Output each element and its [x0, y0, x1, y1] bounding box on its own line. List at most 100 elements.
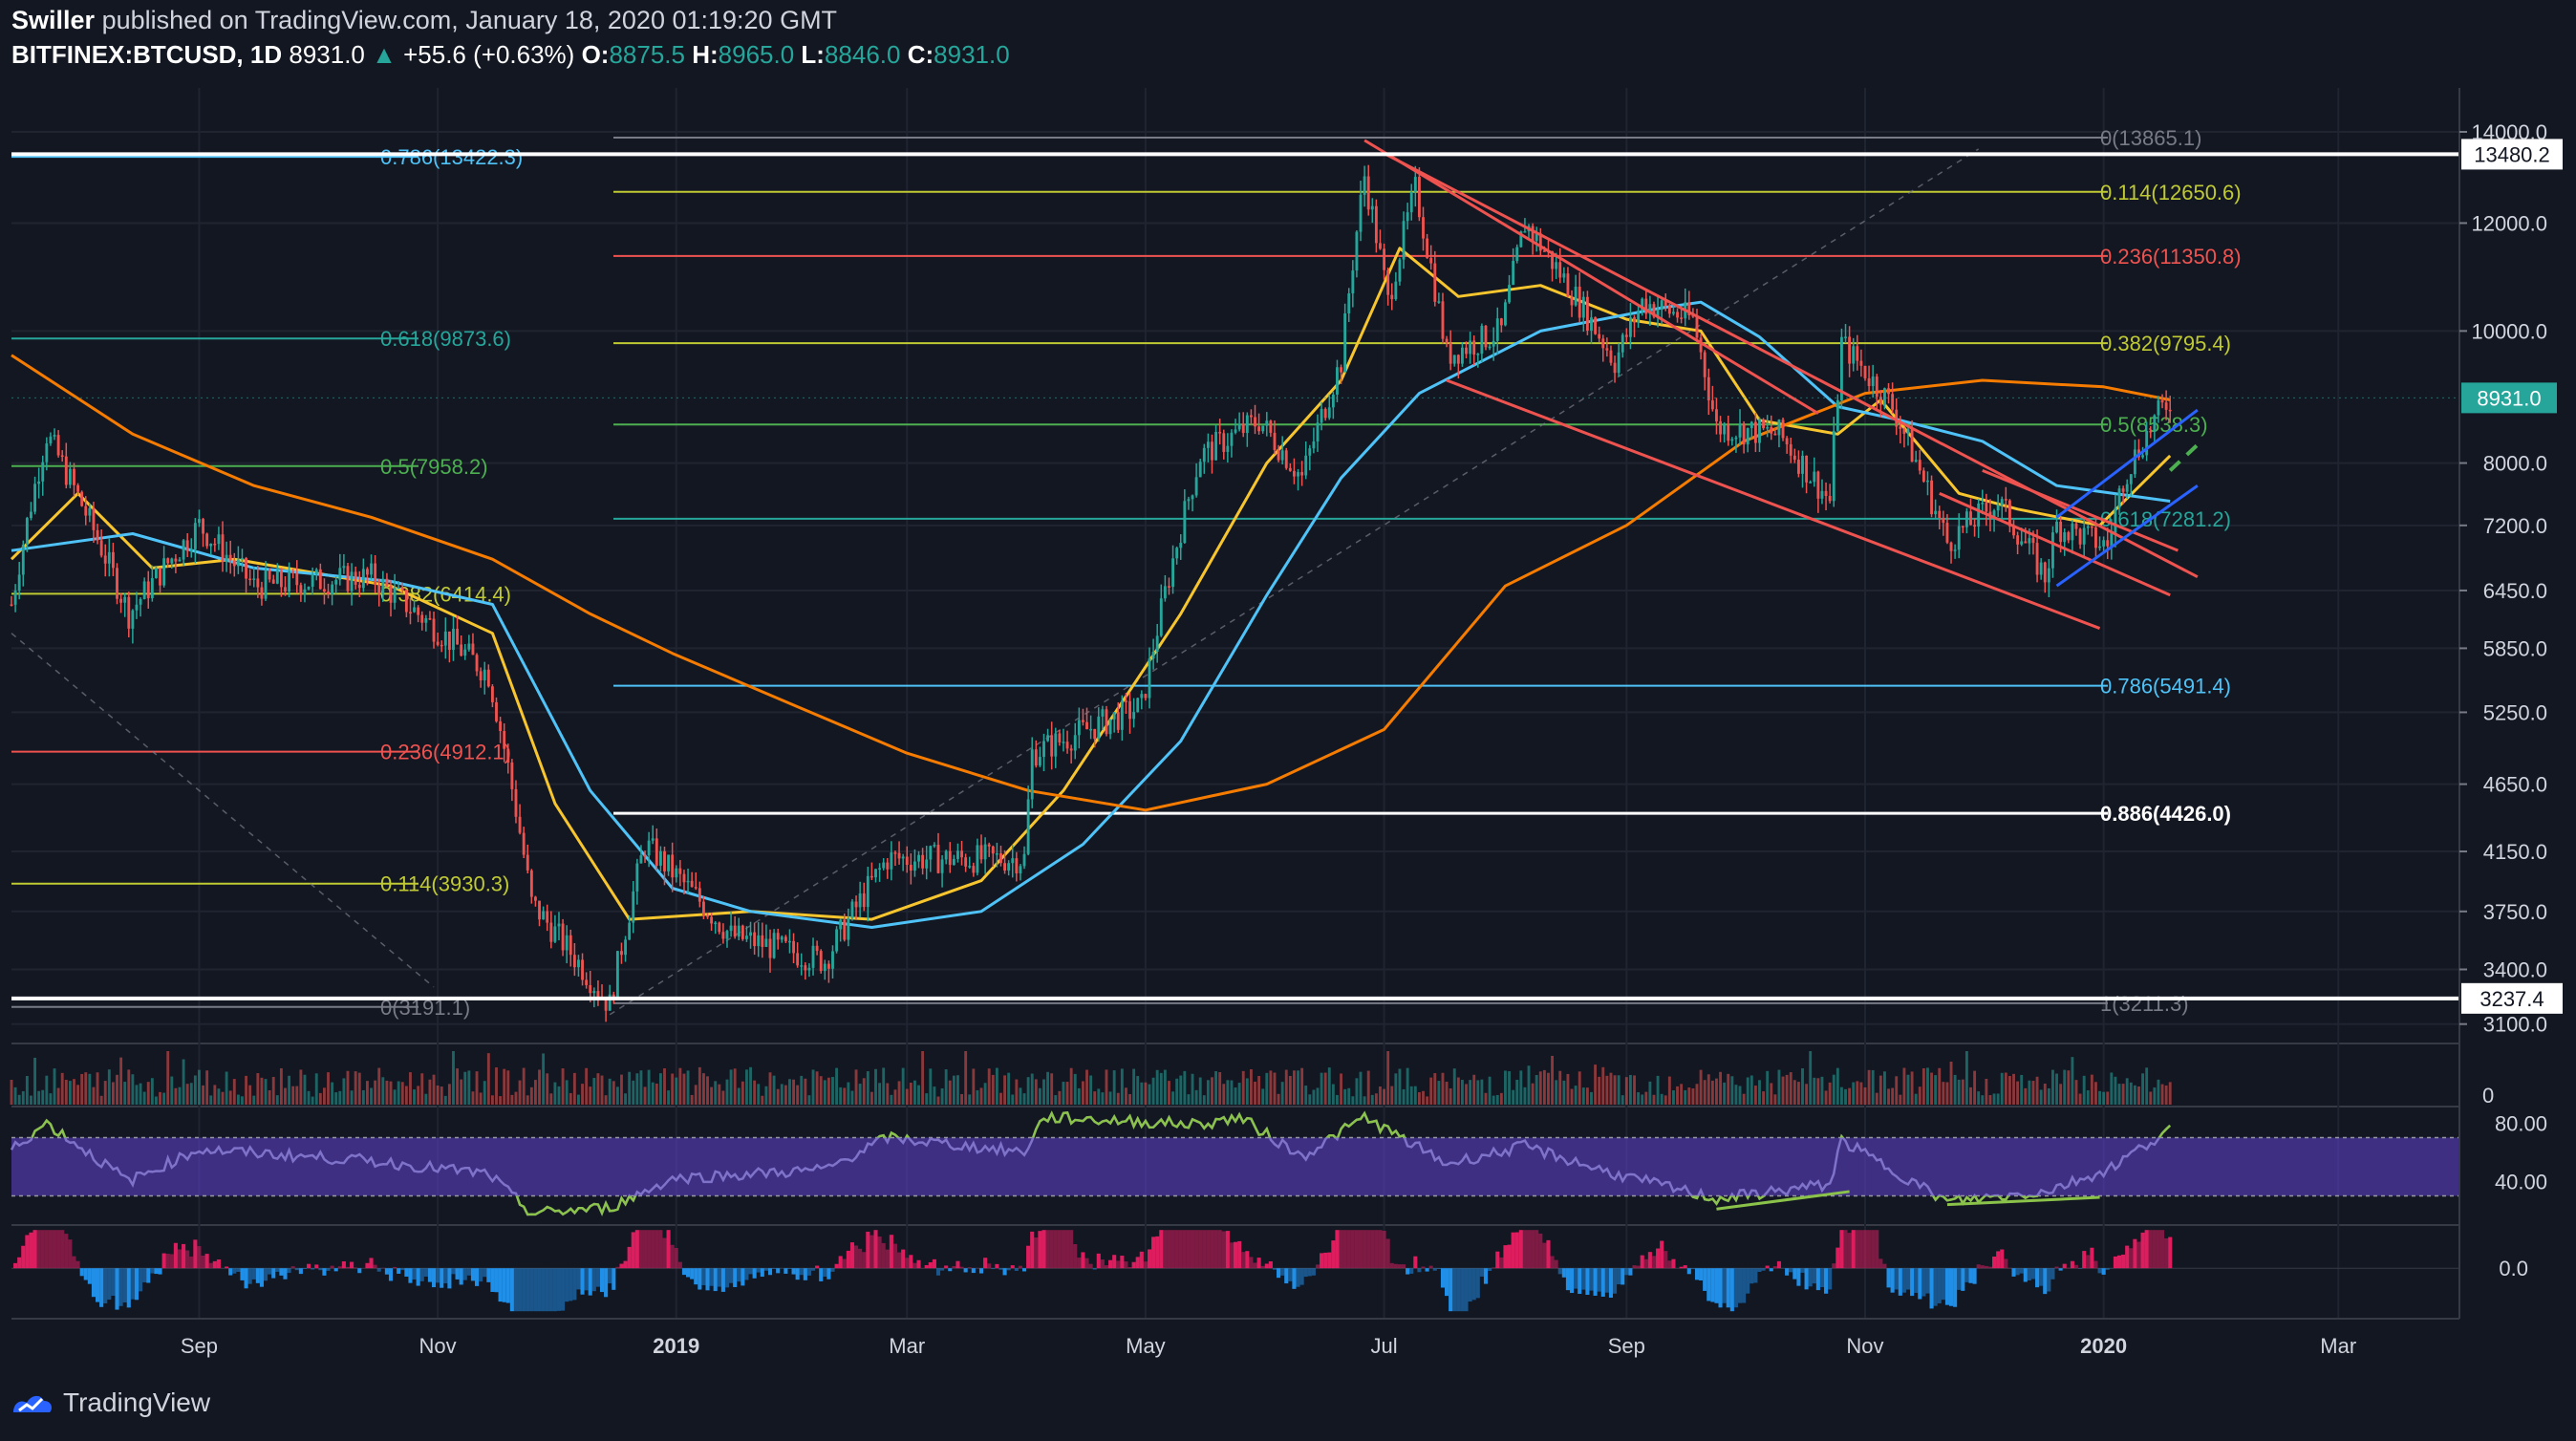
macd-bar	[2011, 1268, 2016, 1277]
volume-bar	[1062, 1082, 1065, 1105]
candle-body	[1777, 419, 1781, 436]
volume-bar	[139, 1083, 142, 1105]
candle-body	[1030, 749, 1034, 800]
tradingview-brand[interactable]: TradingView	[11, 1387, 210, 1418]
candle-body	[1034, 749, 1038, 766]
candle-body	[1562, 273, 1566, 278]
candle-body	[2145, 430, 2149, 456]
candle-body	[753, 932, 757, 947]
candle-body	[999, 853, 1002, 864]
macd-bar	[944, 1265, 949, 1269]
volume-bar	[264, 1079, 268, 1105]
macd-bar	[2105, 1268, 2110, 1270]
volume-bar	[1277, 1093, 1280, 1105]
macd-bar	[1815, 1268, 1820, 1291]
candle-body	[1038, 757, 1041, 766]
candle-body	[1515, 247, 1519, 261]
candle-body	[361, 569, 365, 589]
macd-bar	[1389, 1262, 1394, 1269]
volume-bar	[869, 1091, 873, 1105]
macd-bar	[1182, 1230, 1187, 1269]
candle-body	[764, 938, 768, 947]
macd-bar	[1061, 1230, 1066, 1269]
macd-bar	[978, 1268, 984, 1274]
candle-body	[757, 935, 761, 947]
volume-bar	[612, 1081, 615, 1105]
macd-bar	[1953, 1268, 1958, 1307]
candle-body	[1214, 432, 1218, 461]
grid-lines	[11, 88, 2459, 1320]
macd-bar	[1342, 1230, 1347, 1269]
macd-bar	[1843, 1230, 1848, 1269]
candle-body	[2114, 507, 2117, 533]
candle-body	[2125, 484, 2129, 492]
volume-bar	[41, 1089, 45, 1105]
volume-bar	[346, 1070, 350, 1105]
volume-bar	[890, 1094, 893, 1105]
macd-bar	[1452, 1268, 1457, 1312]
volume-bar	[1140, 1082, 1144, 1105]
volume-bar	[1202, 1095, 1206, 1105]
candle-body	[1981, 503, 1985, 505]
volume-bar	[354, 1071, 357, 1105]
macd-pane: 0.0	[11, 1230, 2528, 1312]
volume-bar	[913, 1080, 916, 1105]
candle-body	[518, 816, 522, 833]
macd-bar	[2019, 1268, 2024, 1274]
macd-bar	[2168, 1237, 2173, 1269]
candle-body	[858, 893, 862, 908]
volume-bar	[119, 1057, 123, 1105]
macd-bar	[13, 1262, 18, 1269]
macd-bar	[1073, 1243, 1078, 1269]
candle-body	[905, 856, 909, 866]
volume-bar	[542, 1053, 546, 1105]
macd-bar	[658, 1230, 663, 1269]
y-tick-label: 10000.0	[2471, 319, 2547, 343]
candle-body	[260, 587, 264, 599]
volume-bar	[565, 1080, 569, 1105]
tradingview-logo-icon	[13, 1395, 52, 1412]
volume-bar	[1961, 1079, 1964, 1105]
macd-bar	[1483, 1268, 1489, 1284]
macd-bar	[182, 1243, 186, 1269]
macd-bar	[1851, 1230, 1856, 1269]
y-tick-label: 3400.0	[2483, 957, 2547, 981]
candle-body	[1762, 419, 1766, 429]
volume-bar	[84, 1072, 88, 1105]
macd-bar	[2129, 1248, 2134, 1269]
volume-bar	[561, 1068, 565, 1105]
candle-body	[1926, 480, 1929, 483]
candle-body	[1710, 400, 1714, 410]
candle-body	[643, 855, 647, 857]
volume-bar	[361, 1089, 365, 1105]
candle-body	[921, 854, 925, 869]
candle-body	[471, 643, 475, 656]
macd-bar	[1468, 1268, 1472, 1302]
candle-body	[68, 468, 72, 485]
candle-body	[1781, 419, 1785, 439]
candle-body	[1641, 298, 1644, 311]
candle-body	[1594, 317, 1598, 334]
macd-bar	[1277, 1268, 1281, 1279]
candle-body	[1605, 348, 1609, 351]
author-name[interactable]: Swiller	[11, 6, 96, 34]
candle-body	[1835, 399, 1839, 431]
symbol-label[interactable]: BITFINEX:BTCUSD, 1D	[11, 40, 283, 69]
candle-body	[663, 850, 666, 871]
candle-body	[1171, 558, 1174, 588]
x-tick-label: 2019	[653, 1334, 699, 1358]
volume-bar	[772, 1075, 776, 1105]
macd-bar	[935, 1268, 941, 1276]
volume-bar	[311, 1096, 314, 1105]
macd-bar	[1299, 1268, 1304, 1285]
candle-body	[1551, 250, 1554, 269]
macd-bar	[2156, 1230, 2160, 1269]
macd-bar	[763, 1268, 768, 1271]
volume-bar	[30, 1095, 32, 1105]
macd-bar	[846, 1250, 850, 1269]
macd-bar	[158, 1268, 162, 1275]
macd-bar	[1651, 1256, 1657, 1269]
volume-bar	[314, 1073, 318, 1105]
candle-body	[248, 578, 252, 581]
